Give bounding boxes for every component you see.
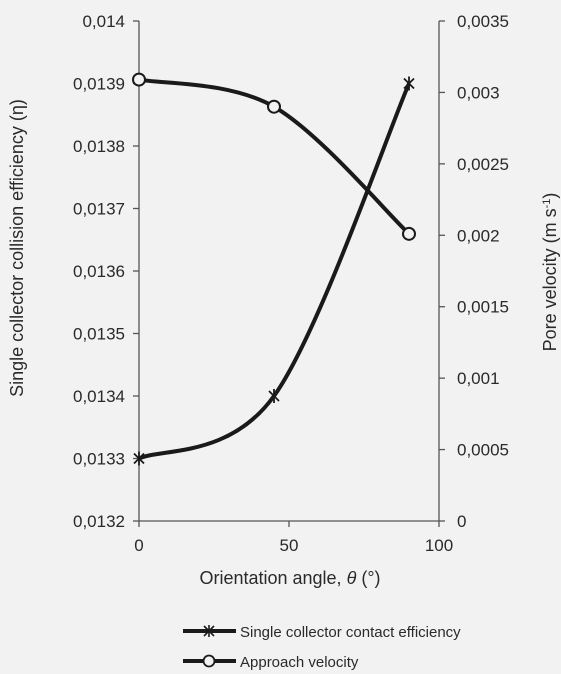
x-tick-label: 0 — [134, 536, 143, 555]
data-point-circle — [267, 99, 281, 114]
data-point-star — [403, 76, 415, 91]
left-tick-label: 0,0137 — [73, 200, 125, 219]
left-tick-label: 0,0132 — [73, 512, 125, 531]
series-contact-efficiency — [133, 76, 415, 466]
legend-label-approach-velocity: Approach velocity — [240, 654, 359, 671]
right-tick-label: 0,0005 — [457, 441, 509, 460]
legend-circle-marker-icon — [202, 654, 216, 668]
data-point-star — [268, 389, 280, 403]
right-tick-label: 0,0015 — [457, 298, 509, 317]
right-axis-title: Pore velocity (m s-1) — [540, 193, 560, 352]
left-tick-label: 0,0139 — [73, 75, 125, 94]
legend-label-contact-efficiency: Single collector contact efficiency — [240, 624, 461, 641]
left-axis-title: Single collector collision efficiency (η… — [7, 99, 27, 397]
legend-item-approach-velocity: Approach velocity — [183, 654, 359, 671]
x-axis-title: Orientation angle, θ (°) — [199, 568, 380, 588]
legend: Single collector contact efficiency Appr… — [183, 624, 461, 671]
data-point-circle — [402, 226, 416, 241]
series-layer — [132, 72, 416, 466]
data-point-star — [133, 451, 145, 466]
data-point-circle — [132, 72, 146, 87]
right-tick-label: 0 — [457, 512, 466, 531]
right-axis-ticks: 0 0,0005 0,001 0,0015 0,002 0,0025 0,003 0,0035 — [439, 12, 509, 531]
left-tick-label: 0,0133 — [73, 450, 125, 469]
left-axis-ticks: 0,0132 0,0133 0,0134 0,0135 0,0136 0,0137 0,01… — [73, 12, 139, 531]
right-tick-label: 0,001 — [457, 369, 500, 388]
left-tick-label: 0,0136 — [73, 262, 125, 281]
legend-star-marker-icon — [203, 625, 215, 637]
legend-item-contact-efficiency: Single collector contact efficiency — [183, 624, 461, 641]
series-line — [138, 82, 411, 461]
right-tick-label: 0,003 — [457, 83, 500, 102]
right-tick-label: 0,0035 — [457, 12, 509, 31]
left-tick-label: 0,014 — [82, 12, 125, 31]
left-tick-label: 0,0138 — [73, 137, 125, 156]
x-tick-label: 50 — [280, 536, 299, 555]
left-tick-label: 0,0134 — [73, 387, 125, 406]
right-tick-label: 0,002 — [457, 226, 500, 245]
x-axis-ticks: 0 50 100 — [134, 521, 453, 555]
right-tick-label: 0,0025 — [457, 155, 509, 174]
left-tick-label: 0,0135 — [73, 325, 125, 344]
x-tick-label: 100 — [425, 536, 453, 555]
series-approach-velocity — [132, 72, 416, 241]
